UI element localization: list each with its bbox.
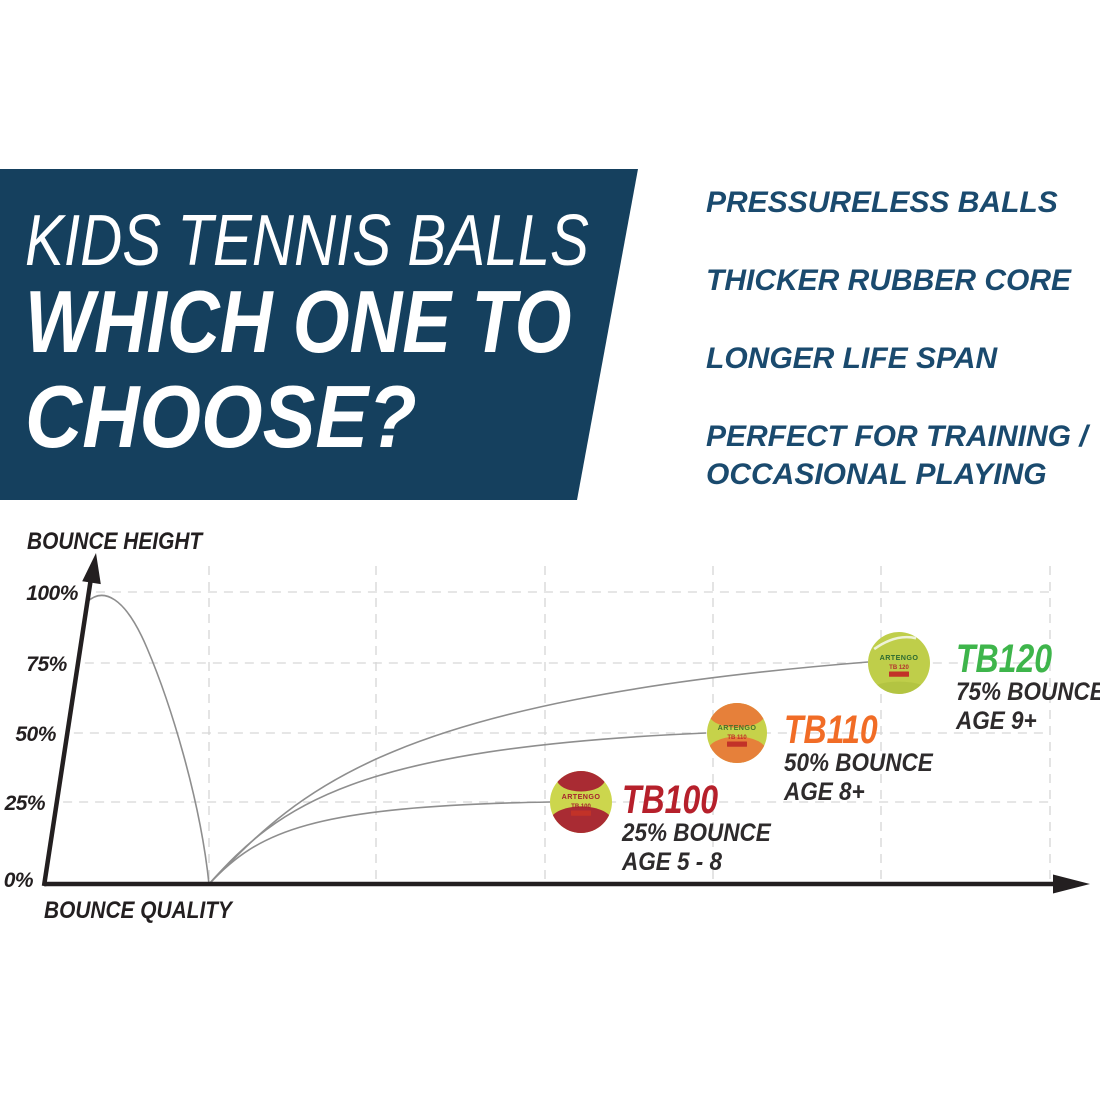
title-line-1: KIDS TENNIS BALLS bbox=[25, 201, 589, 281]
product-label-tb120: TB120 75% BOUNCE AGE 9+ bbox=[956, 637, 1100, 736]
product-label-tb110: TB110 50% BOUNCE AGE 8+ bbox=[784, 708, 949, 807]
y-axis-arrow-icon bbox=[82, 553, 101, 585]
product-bounce: 75% BOUNCE bbox=[956, 678, 1100, 706]
title-banner: KIDS TENNIS BALLS WHICH ONE TO CHOOSE? bbox=[0, 169, 638, 500]
rebound-curve-tb100 bbox=[208, 801, 551, 885]
ball-tb120: ARTENGO TB 120 bbox=[868, 632, 930, 694]
y-tick-50: 50% bbox=[15, 723, 56, 746]
bounce-curves bbox=[86, 594, 869, 885]
x-axis-title: BOUNCE QUALITY bbox=[44, 897, 232, 924]
feature-item-life-span: LONGER LIFE SPAN bbox=[706, 342, 998, 375]
product-name: TB110 bbox=[784, 708, 878, 752]
y-axis-title: BOUNCE HEIGHT bbox=[27, 528, 203, 555]
title-line-2: WHICH ONE TO bbox=[25, 272, 572, 371]
product-label-tb100: TB100 25% BOUNCE AGE 5 - 8 bbox=[622, 778, 787, 877]
y-tick-labels: 0% 25% 50% 75% 100% bbox=[4, 582, 80, 892]
ball-brand-text: ARTENGO bbox=[718, 723, 757, 732]
ball-tb110: ARTENGO TB 110 bbox=[707, 703, 767, 763]
y-tick-75: 75% bbox=[26, 653, 67, 676]
product-name: TB120 bbox=[956, 637, 1053, 681]
ball-brand-text: ARTENGO bbox=[880, 653, 919, 662]
feature-item-rubber-core: THICKER RUBBER CORE bbox=[706, 264, 1072, 297]
drop-curve bbox=[86, 594, 210, 885]
ball-badge bbox=[571, 810, 591, 816]
product-age: AGE 9+ bbox=[956, 707, 1037, 735]
rebound-curve-tb120 bbox=[208, 661, 869, 885]
title-line-3: CHOOSE? bbox=[25, 367, 417, 466]
y-axis bbox=[41, 577, 94, 887]
bounce-chart: 0% 25% 50% 75% 100% ARTENGO TB 100 ARTENGO TB 11… bbox=[4, 553, 1090, 894]
y-tick-100: 100% bbox=[26, 582, 79, 605]
feature-item-training: PERFECT FOR TRAINING / OCCASIONAL PLAYIN… bbox=[706, 420, 1088, 491]
product-age: AGE 8+ bbox=[784, 778, 865, 806]
feature-item-pressureless: PRESSURELESS BALLS bbox=[706, 186, 1058, 219]
x-axis-arrow-icon bbox=[1053, 874, 1090, 894]
y-tick-0: 0% bbox=[4, 869, 34, 892]
ball-model-text: TB 110 bbox=[727, 735, 747, 741]
axes bbox=[41, 553, 1090, 894]
product-bounce: 50% BOUNCE bbox=[784, 749, 933, 777]
product-name: TB100 bbox=[622, 778, 719, 822]
ball-model-text: TB 100 bbox=[571, 804, 591, 810]
ball-model-text: TB 120 bbox=[889, 665, 909, 671]
ball-badge bbox=[889, 671, 909, 677]
product-bounce: 25% BOUNCE bbox=[622, 819, 771, 847]
product-age: AGE 5 - 8 bbox=[622, 848, 723, 876]
gridlines bbox=[63, 566, 1051, 882]
ball-tb100: ARTENGO TB 100 bbox=[550, 771, 612, 833]
y-tick-25: 25% bbox=[4, 792, 46, 815]
ball-badge bbox=[727, 741, 747, 747]
ball-brand-text: ARTENGO bbox=[562, 792, 601, 801]
feature-list: PRESSURELESS BALLS THICKER RUBBER CORE L… bbox=[706, 184, 1100, 534]
